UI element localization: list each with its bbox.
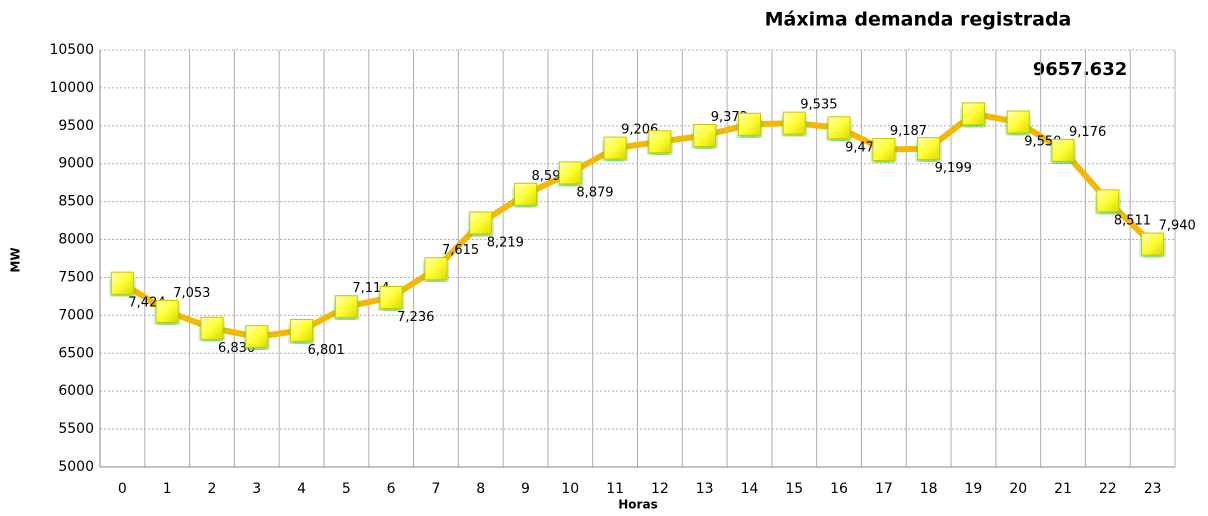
- chart-title: Máxima demanda registrada: [765, 9, 1072, 31]
- data-label: 7,940: [1159, 219, 1196, 234]
- marker: [290, 318, 314, 342]
- y-tick-label: 7500: [58, 269, 94, 285]
- marker: [961, 102, 985, 126]
- y-tick-label: 8000: [58, 232, 94, 248]
- x-tick-label: 17: [875, 481, 893, 497]
- x-tick-label: 18: [920, 481, 938, 497]
- y-tick-label: 5000: [58, 459, 94, 475]
- y-tick-label: 6500: [58, 345, 94, 361]
- marker: [827, 116, 851, 140]
- y-tick-label: 5500: [58, 421, 94, 437]
- marker: [469, 211, 493, 235]
- x-tick-label: 1: [163, 481, 172, 497]
- marker: [693, 124, 717, 148]
- x-tick-label: 6: [387, 481, 396, 497]
- data-label: 8,219: [487, 235, 524, 250]
- y-tick-label: 9500: [58, 118, 94, 134]
- marker: [110, 271, 134, 295]
- x-tick-label: 11: [606, 481, 624, 497]
- marker: [872, 138, 896, 162]
- marker: [1051, 138, 1075, 162]
- x-tick-label: 13: [696, 481, 714, 497]
- marker: [917, 137, 941, 161]
- marker: [1006, 110, 1030, 134]
- data-label: 9,199: [935, 161, 972, 176]
- x-tick-label: 16: [830, 481, 848, 497]
- data-label: 8,879: [576, 185, 613, 200]
- data-label: 7,615: [442, 243, 479, 258]
- x-tick-label: 8: [476, 481, 485, 497]
- y-tick-label: 8500: [58, 194, 94, 210]
- data-label: 7,053: [173, 286, 210, 301]
- y-tick-label: 9000: [58, 156, 94, 172]
- x-tick-label: 21: [1054, 481, 1072, 497]
- data-label: 9,535: [800, 98, 837, 113]
- x-tick-label: 10: [561, 481, 579, 497]
- x-tick-label: 22: [1099, 481, 1117, 497]
- marker: [379, 285, 403, 309]
- marker: [1096, 189, 1120, 213]
- x-tick-label: 2: [208, 481, 217, 497]
- x-tick-label: 7: [431, 481, 440, 497]
- x-tick-label: 15: [785, 481, 803, 497]
- x-tick-label: 12: [651, 481, 669, 497]
- x-tick-label: 20: [1009, 481, 1027, 497]
- marker: [558, 161, 582, 185]
- data-label: 6,801: [308, 343, 345, 358]
- annotation: 9657.632: [1033, 59, 1128, 80]
- marker: [245, 325, 269, 349]
- x-tick-label: 14: [741, 481, 759, 497]
- y-tick-label: 7000: [58, 307, 94, 323]
- marker: [737, 112, 761, 136]
- y-tick-label: 6000: [58, 383, 94, 399]
- data-label: 8,511: [1114, 213, 1151, 228]
- marker: [1141, 232, 1165, 256]
- data-label: 9,176: [1069, 125, 1106, 140]
- marker: [155, 299, 179, 323]
- marker: [334, 295, 358, 319]
- y-tick-label: 10000: [49, 80, 94, 96]
- x-tick-label: 4: [297, 481, 306, 497]
- x-axis-label: Horas: [618, 498, 657, 512]
- marker: [514, 182, 538, 206]
- y-axis-label: MW: [9, 247, 23, 272]
- data-label: 9,187: [890, 124, 927, 139]
- x-tick-label: 9: [521, 481, 530, 497]
- x-tick-label: 23: [1144, 481, 1162, 497]
- marker: [200, 316, 224, 340]
- x-tick-label: 19: [965, 481, 983, 497]
- x-tick-label: 3: [252, 481, 261, 497]
- marker: [648, 130, 672, 154]
- marker: [424, 257, 448, 281]
- y-tick-label: 10500: [49, 42, 94, 58]
- marker: [782, 111, 806, 135]
- data-label: 7,236: [397, 310, 434, 325]
- x-tick-label: 0: [118, 481, 127, 497]
- x-tick-label: 5: [342, 481, 351, 497]
- marker: [603, 136, 627, 160]
